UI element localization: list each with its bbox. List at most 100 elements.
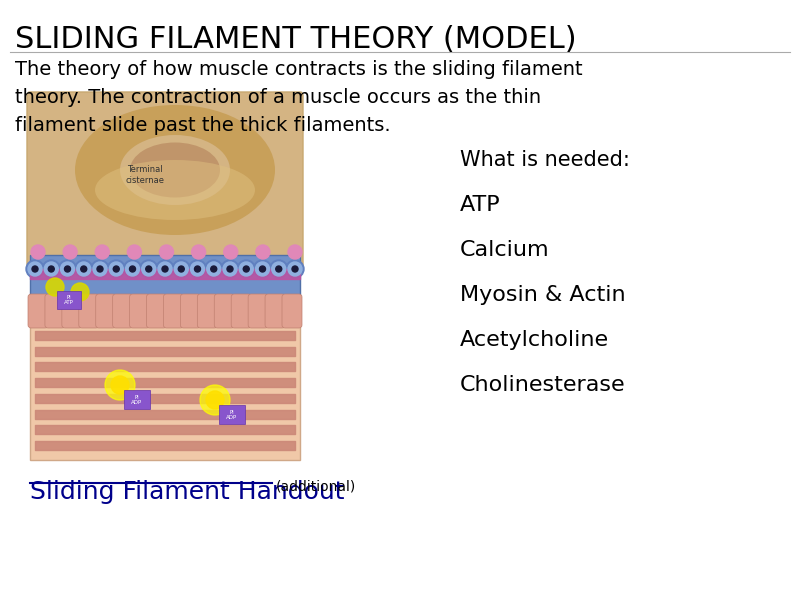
Circle shape [272,262,286,276]
Circle shape [189,260,206,278]
Ellipse shape [75,105,275,235]
FancyBboxPatch shape [78,294,99,328]
FancyBboxPatch shape [181,294,200,328]
Text: The theory of how muscle contracts is the sliding filament
theory. The contracti: The theory of how muscle contracts is th… [15,60,582,135]
Circle shape [156,260,174,278]
Circle shape [238,260,255,278]
Circle shape [95,245,110,259]
Circle shape [140,260,158,278]
Circle shape [74,260,93,278]
FancyBboxPatch shape [265,294,285,328]
Circle shape [65,266,70,272]
Text: ATP: ATP [460,195,501,215]
Text: Pi
ADP: Pi ADP [131,395,142,406]
Text: Myosin & Actin: Myosin & Actin [460,285,626,305]
FancyBboxPatch shape [214,294,234,328]
FancyBboxPatch shape [282,294,302,328]
Circle shape [276,266,282,272]
FancyBboxPatch shape [163,294,183,328]
Circle shape [256,245,270,259]
Circle shape [205,260,222,278]
Circle shape [31,245,45,259]
Circle shape [159,245,174,259]
Circle shape [107,260,126,278]
Circle shape [26,260,44,278]
Circle shape [71,283,89,301]
Circle shape [81,266,86,272]
FancyBboxPatch shape [27,92,303,273]
FancyBboxPatch shape [30,300,300,460]
FancyBboxPatch shape [113,294,133,328]
Circle shape [105,370,135,400]
Circle shape [77,262,90,276]
Text: Sliding Filament Handout: Sliding Filament Handout [30,480,345,504]
Circle shape [227,266,233,272]
Circle shape [63,245,77,259]
Circle shape [93,262,107,276]
Circle shape [206,262,221,276]
Circle shape [146,266,152,272]
Ellipse shape [120,135,230,205]
Circle shape [97,266,103,272]
Circle shape [270,260,288,278]
FancyBboxPatch shape [231,294,251,328]
FancyBboxPatch shape [248,294,268,328]
Circle shape [172,260,190,278]
Circle shape [142,262,156,276]
Circle shape [126,262,139,276]
Circle shape [44,262,58,276]
Circle shape [286,260,304,278]
FancyBboxPatch shape [96,294,116,328]
Circle shape [123,260,142,278]
Circle shape [221,260,239,278]
Circle shape [200,385,230,415]
Circle shape [48,266,54,272]
Circle shape [46,278,64,296]
Circle shape [58,260,77,278]
Circle shape [42,260,60,278]
Text: What is needed:: What is needed: [460,150,630,170]
Circle shape [239,262,254,276]
Circle shape [223,262,237,276]
Ellipse shape [130,142,220,197]
FancyBboxPatch shape [45,294,65,328]
FancyBboxPatch shape [219,405,245,424]
Circle shape [288,262,302,276]
Text: Calcium: Calcium [460,240,550,260]
FancyBboxPatch shape [198,294,218,328]
Text: (additional): (additional) [276,480,356,494]
Text: Pi
ADP: Pi ADP [226,410,238,421]
Circle shape [255,262,270,276]
FancyBboxPatch shape [57,291,81,309]
Text: Acetylcholine: Acetylcholine [460,330,609,350]
FancyBboxPatch shape [124,390,150,409]
Circle shape [259,266,266,272]
Ellipse shape [95,160,255,220]
Circle shape [194,266,201,272]
Circle shape [192,245,206,259]
Circle shape [32,266,38,272]
FancyBboxPatch shape [30,255,300,295]
Circle shape [28,262,42,276]
FancyBboxPatch shape [62,294,82,328]
Circle shape [110,262,123,276]
Text: Terminal
cisternae: Terminal cisternae [126,165,165,185]
Circle shape [224,245,238,259]
Circle shape [127,245,142,259]
Circle shape [254,260,271,278]
Circle shape [243,266,250,272]
Circle shape [111,376,129,394]
Circle shape [210,266,217,272]
Circle shape [178,266,184,272]
Circle shape [91,260,109,278]
FancyBboxPatch shape [28,294,48,328]
Text: Pi
ATP: Pi ATP [64,295,74,305]
FancyBboxPatch shape [130,294,150,328]
Circle shape [158,262,172,276]
Circle shape [130,266,135,272]
Circle shape [162,266,168,272]
FancyBboxPatch shape [146,294,166,328]
Circle shape [114,266,119,272]
Circle shape [174,262,188,276]
Text: SLIDING FILAMENT THEORY (MODEL): SLIDING FILAMENT THEORY (MODEL) [15,25,577,54]
